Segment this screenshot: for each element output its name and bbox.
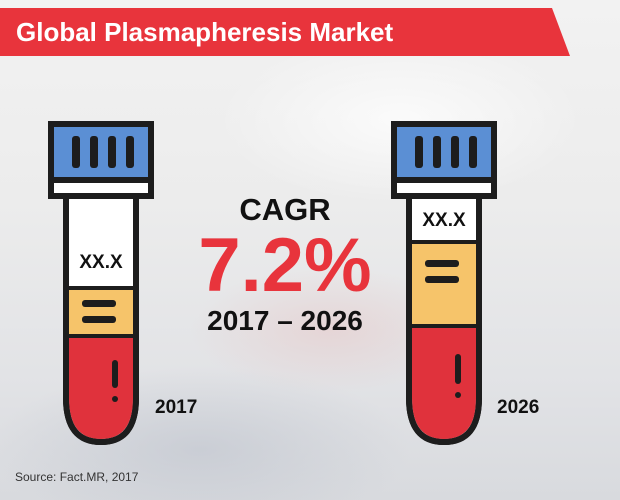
tick-label-2026: 2026 [497,397,540,418]
cagr-period: 2017 – 2026 [207,305,363,336]
test-tube-2017-graphic [48,121,154,446]
cagr-callout: CAGR 7.2% 2017 – 2026 [180,192,390,338]
tick-label-2017: 2017 [155,397,198,418]
title-banner-shape [0,8,570,56]
page-title: Global Plasmapheresis Market [16,17,394,47]
cagr-label: CAGR [239,192,331,227]
title-banner: Global Plasmapheresis Market [0,8,570,56]
cagr-value: 7.2% [198,223,372,308]
test-tube-2026: XX.X [389,120,499,450]
tube-value-2017: XX.X [79,252,123,273]
source-note: Source: Fact.MR, 2017 [15,470,139,484]
tube-value-2026: XX.X [422,210,466,231]
test-tube-2017: XX.X [46,120,156,450]
test-tube-2026-graphic [391,121,497,446]
